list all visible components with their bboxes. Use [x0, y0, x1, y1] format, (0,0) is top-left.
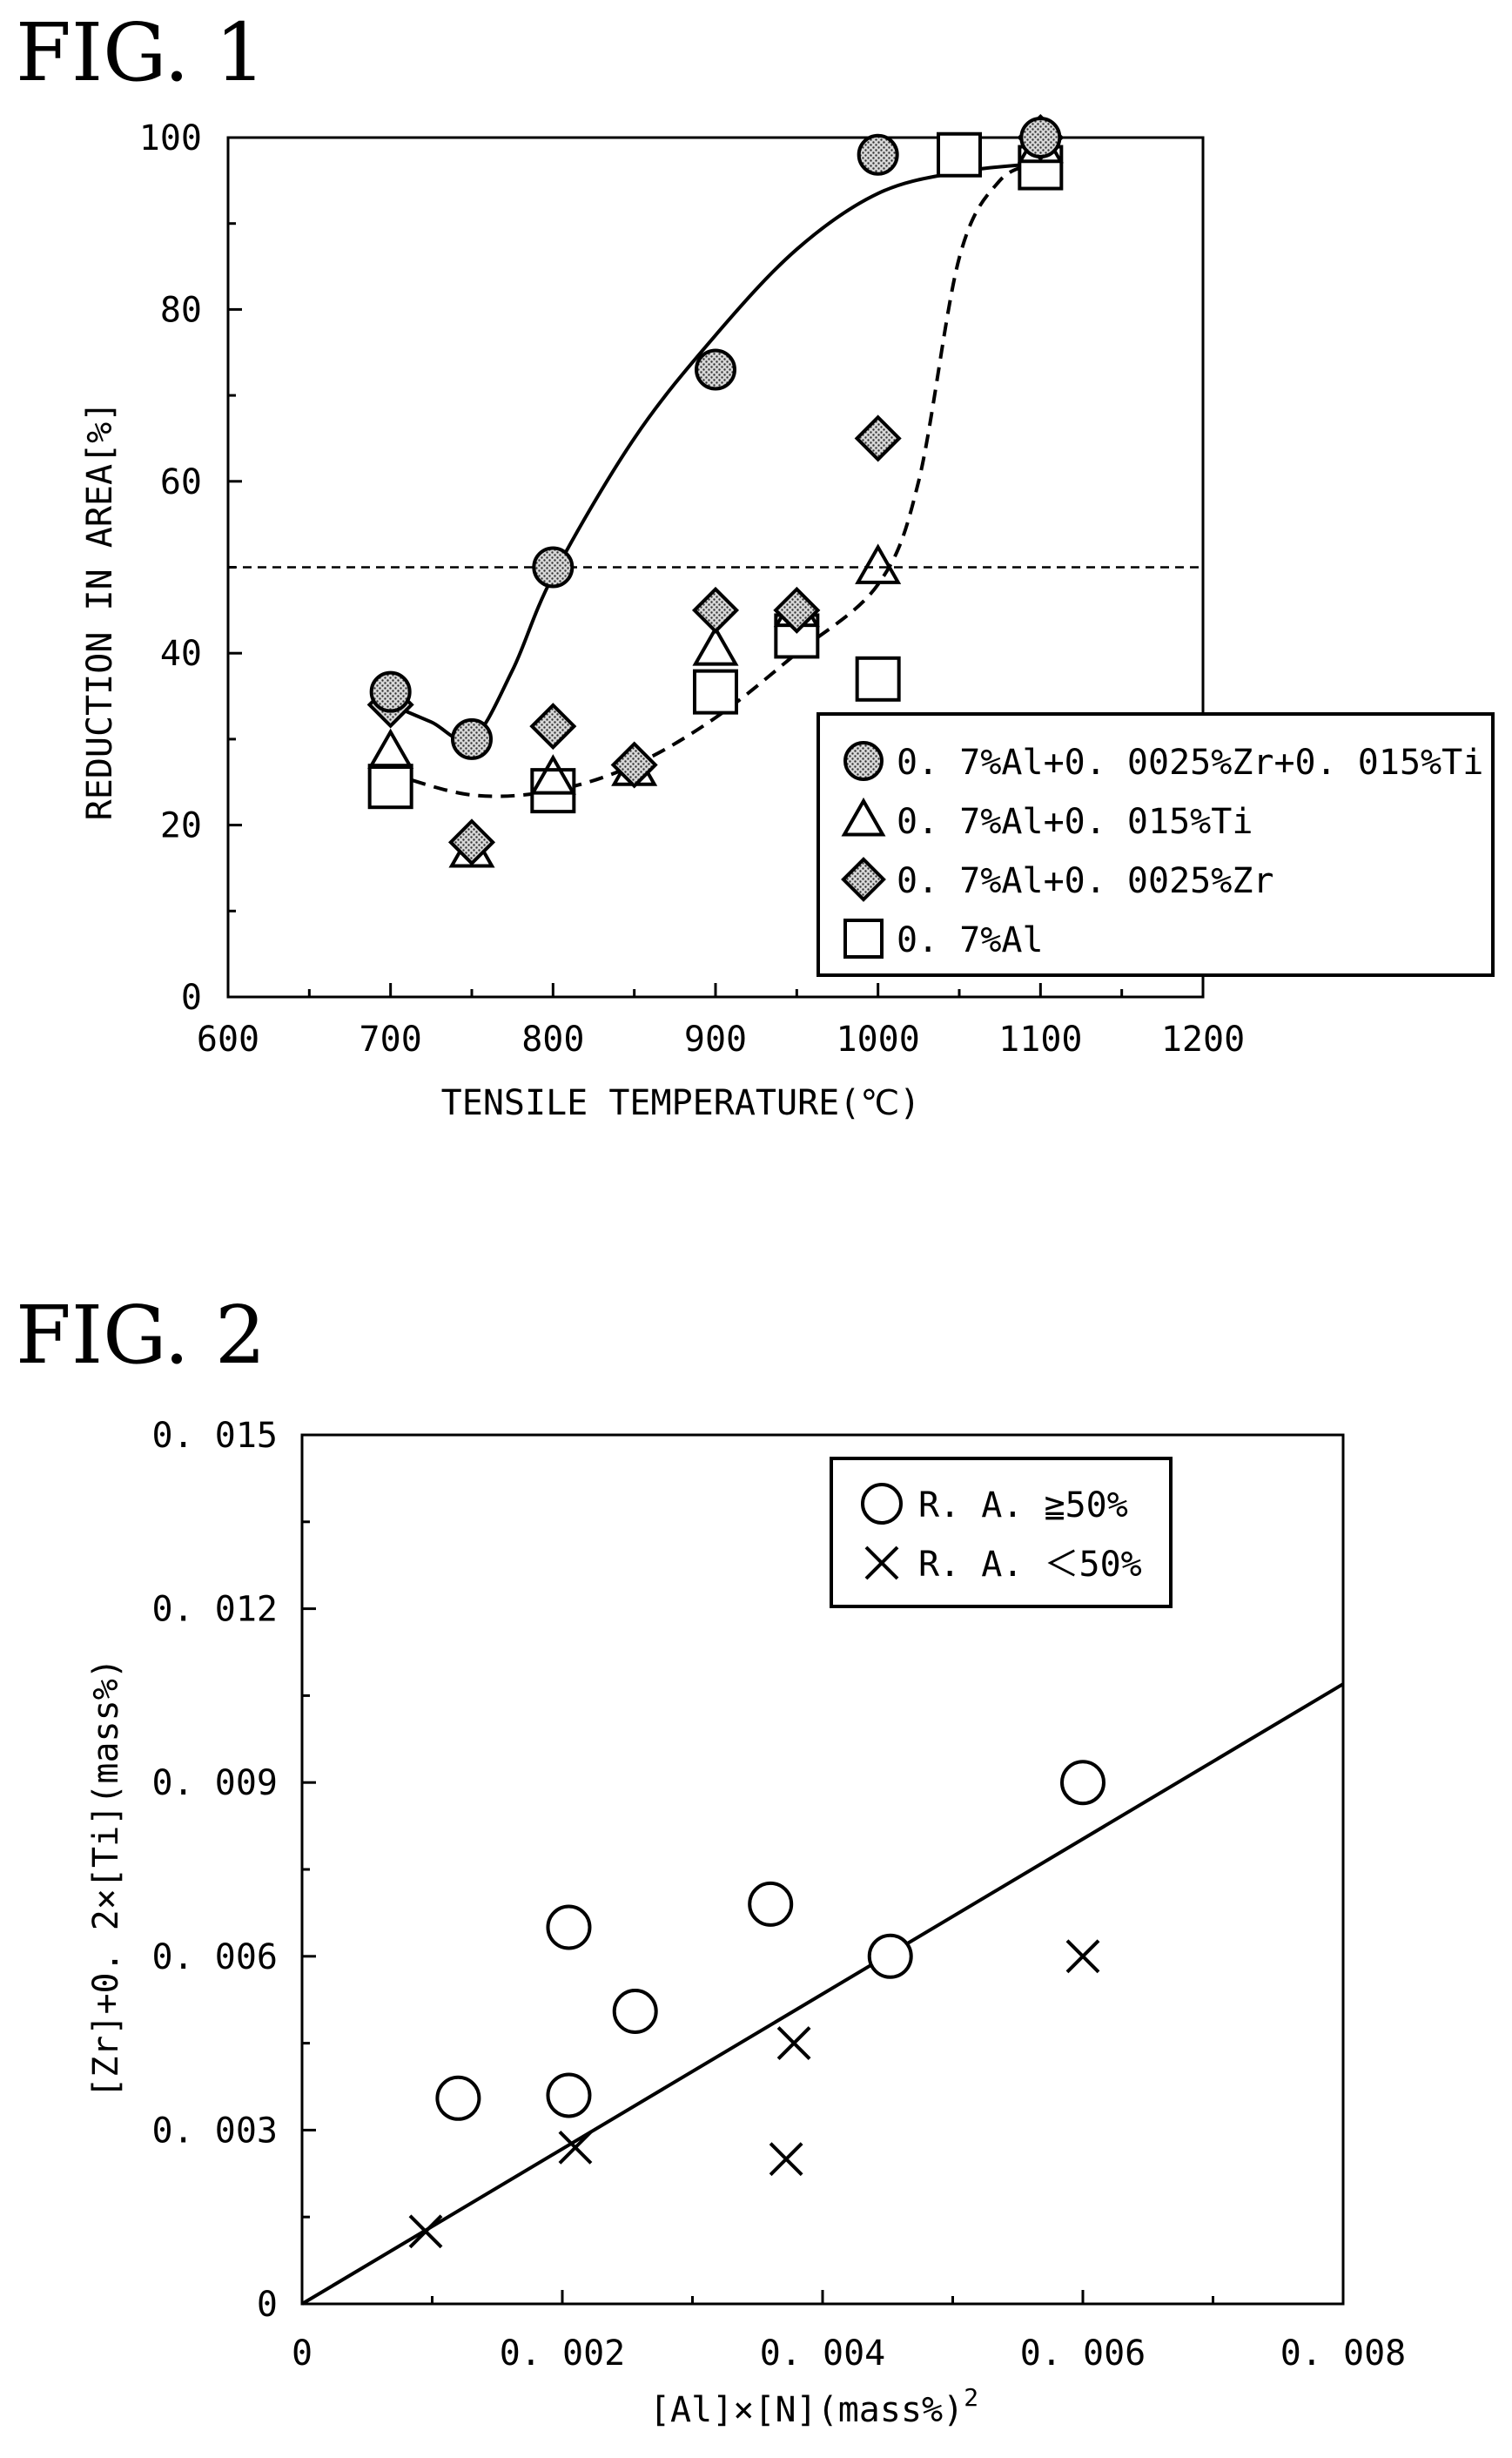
chart-1-point-diamond	[610, 741, 658, 789]
chart-1-point-triangle	[692, 625, 739, 666]
chart-1-y-axis-label: REDUCTION IN AREA[%]	[80, 401, 120, 821]
chart-2-point-circle	[546, 1904, 592, 1950]
chart-2-trend-line	[300, 1682, 1345, 2306]
chart-2-point-cross	[776, 2026, 811, 2061]
chart-1-legend-marker-triangle	[841, 797, 886, 837]
chart-1-legend-label: 0. 7%Al+0. 015%Ti	[897, 802, 1253, 842]
chart-2-x-tick-label: 0	[292, 2333, 312, 2374]
chart-2-x-tick-label: 0. 008	[1280, 2333, 1407, 2374]
chart-2-x-axis-label-text: [Al]×[N](mass%)	[649, 2390, 964, 2430]
chart-2-x-tick-label: 0. 002	[500, 2333, 626, 2374]
chart-2-y-tick-label: 0. 009	[152, 1763, 279, 1803]
chart-2-point-circle	[612, 1989, 658, 2035]
chart-2-legend-marker-cross	[864, 1546, 899, 1580]
chart-1-point-triangle	[367, 728, 414, 770]
chart-1-point-circle	[857, 133, 899, 176]
chart-1-point-triangle	[529, 754, 576, 795]
chart-1-point-square	[530, 768, 576, 814]
chart-2-y-tick-label: 0	[257, 2285, 278, 2325]
figure-1-title: FIG. 1	[16, 6, 265, 99]
chart-1-y-tick-label: 0	[181, 978, 202, 1018]
chart-1-x-tick-label: 1100	[998, 1020, 1082, 1060]
chart-1-x-axis-label: TENSILE TEMPERATURE(℃)	[441, 1083, 921, 1123]
figure-2-title: FIG. 2	[16, 1289, 265, 1382]
chart-1-point-triangle	[855, 543, 902, 584]
chart-2-point-circle	[435, 2075, 481, 2121]
chart-1-legend-marker-diamond	[841, 857, 886, 902]
chart-1-x-tick-label: 1000	[837, 1020, 920, 1060]
chart-1-x-tick-label: 700	[360, 1020, 422, 1060]
chart-1-x-tick-label: 1200	[1161, 1020, 1245, 1060]
chart-1-point-square	[367, 764, 413, 810]
chart-2-point-cross	[1065, 1939, 1100, 1974]
chart-2-y-tick-label: 0. 003	[152, 2111, 279, 2151]
chart-2-x-tick-label: 0. 004	[760, 2333, 886, 2374]
chart-1-reduction-in-area: 600 700 800 900 1000 1100 1200 0 20 40 60 80 100 TENS…	[80, 113, 1495, 1123]
chart-2-y-tick-label: 0. 012	[152, 1590, 279, 1630]
chart-1-legend-marker-circle	[843, 741, 884, 781]
chart-1-point-circle	[1019, 117, 1062, 158]
chart-1-legend-label: 0. 7%Al+0. 0025%Zr+0. 015%Ti	[897, 743, 1483, 783]
chart-2-plot-frame	[300, 1433, 1345, 2306]
chart-2-x-tick-label: 0. 006	[1020, 2333, 1146, 2374]
chart-1-y-tick-label: 80	[160, 290, 202, 330]
chart-1-point-diamond	[529, 703, 577, 751]
chart-1-point-circle	[532, 546, 575, 589]
chart-2-zr-ti-vs-al-n: 0 0. 002 0. 004 0. 006 0. 008 0 0. 003 0. 006 0.…	[86, 1416, 1406, 2430]
chart-1-point-square	[855, 656, 901, 702]
chart-1-point-square	[937, 131, 982, 178]
chart-2-y-axis-label: [Zr]+0. 2×[Ti](mass%)	[86, 1658, 126, 2098]
chart-2-x-axis-label-superscript: 2	[964, 2383, 978, 2412]
chart-2-point-circle	[546, 2072, 592, 2118]
chart-1-legend-marker-square	[843, 919, 884, 959]
chart-1-legend-label: 0. 7%Al+0. 0025%Zr	[897, 861, 1273, 901]
chart-1-y-tick-label: 100	[139, 118, 202, 158]
chart-1-x-tick-label: 900	[684, 1020, 747, 1060]
chart-1-point-square	[693, 669, 738, 715]
chart-1-point-circle	[695, 348, 736, 391]
chart-2-y-tick-label: 0. 015	[152, 1416, 279, 1456]
chart-2-legend	[830, 1457, 1173, 1608]
chart-2-legend-marker-circle	[861, 1483, 903, 1525]
chart-1-y-tick-label: 20	[160, 806, 202, 846]
chart-1-point-diamond	[773, 586, 821, 634]
chart-2-point-circle	[867, 1933, 913, 1979]
chart-2-point-circle	[748, 1881, 794, 1927]
chart-2-legend-label: R. A. ≧50%	[918, 1485, 1128, 1525]
chart-2-y-tick-label: 0. 006	[152, 1937, 279, 1977]
chart-1-x-tick-label: 800	[521, 1020, 584, 1060]
chart-2-x-axis-label: [Al]×[N](mass%)2	[649, 2383, 978, 2430]
chart-2-point-cross	[769, 2142, 803, 2177]
chart-1-legend	[816, 712, 1495, 977]
chart-1-x-tick-label: 600	[197, 1020, 259, 1060]
chart-1-legend-label: 0. 7%Al	[897, 920, 1044, 960]
chart-2-point-circle	[1060, 1760, 1105, 1806]
chart-1-y-tick-label: 40	[160, 634, 202, 674]
chart-1-point-diamond	[691, 586, 740, 634]
chart-1-point-circle	[451, 717, 493, 760]
chart-1-point-diamond	[447, 818, 496, 866]
chart-1-point-diamond	[854, 414, 902, 462]
chart-1-fit-curve-solid	[389, 161, 1041, 744]
chart-2-legend-label: R. A. ＜50%	[918, 1545, 1142, 1585]
chart-1-y-tick-label: 60	[160, 462, 202, 502]
chart-2-point-cross	[408, 2214, 443, 2249]
chart-2-point-cross	[558, 2130, 593, 2165]
chart-1-point-circle	[369, 670, 412, 713]
